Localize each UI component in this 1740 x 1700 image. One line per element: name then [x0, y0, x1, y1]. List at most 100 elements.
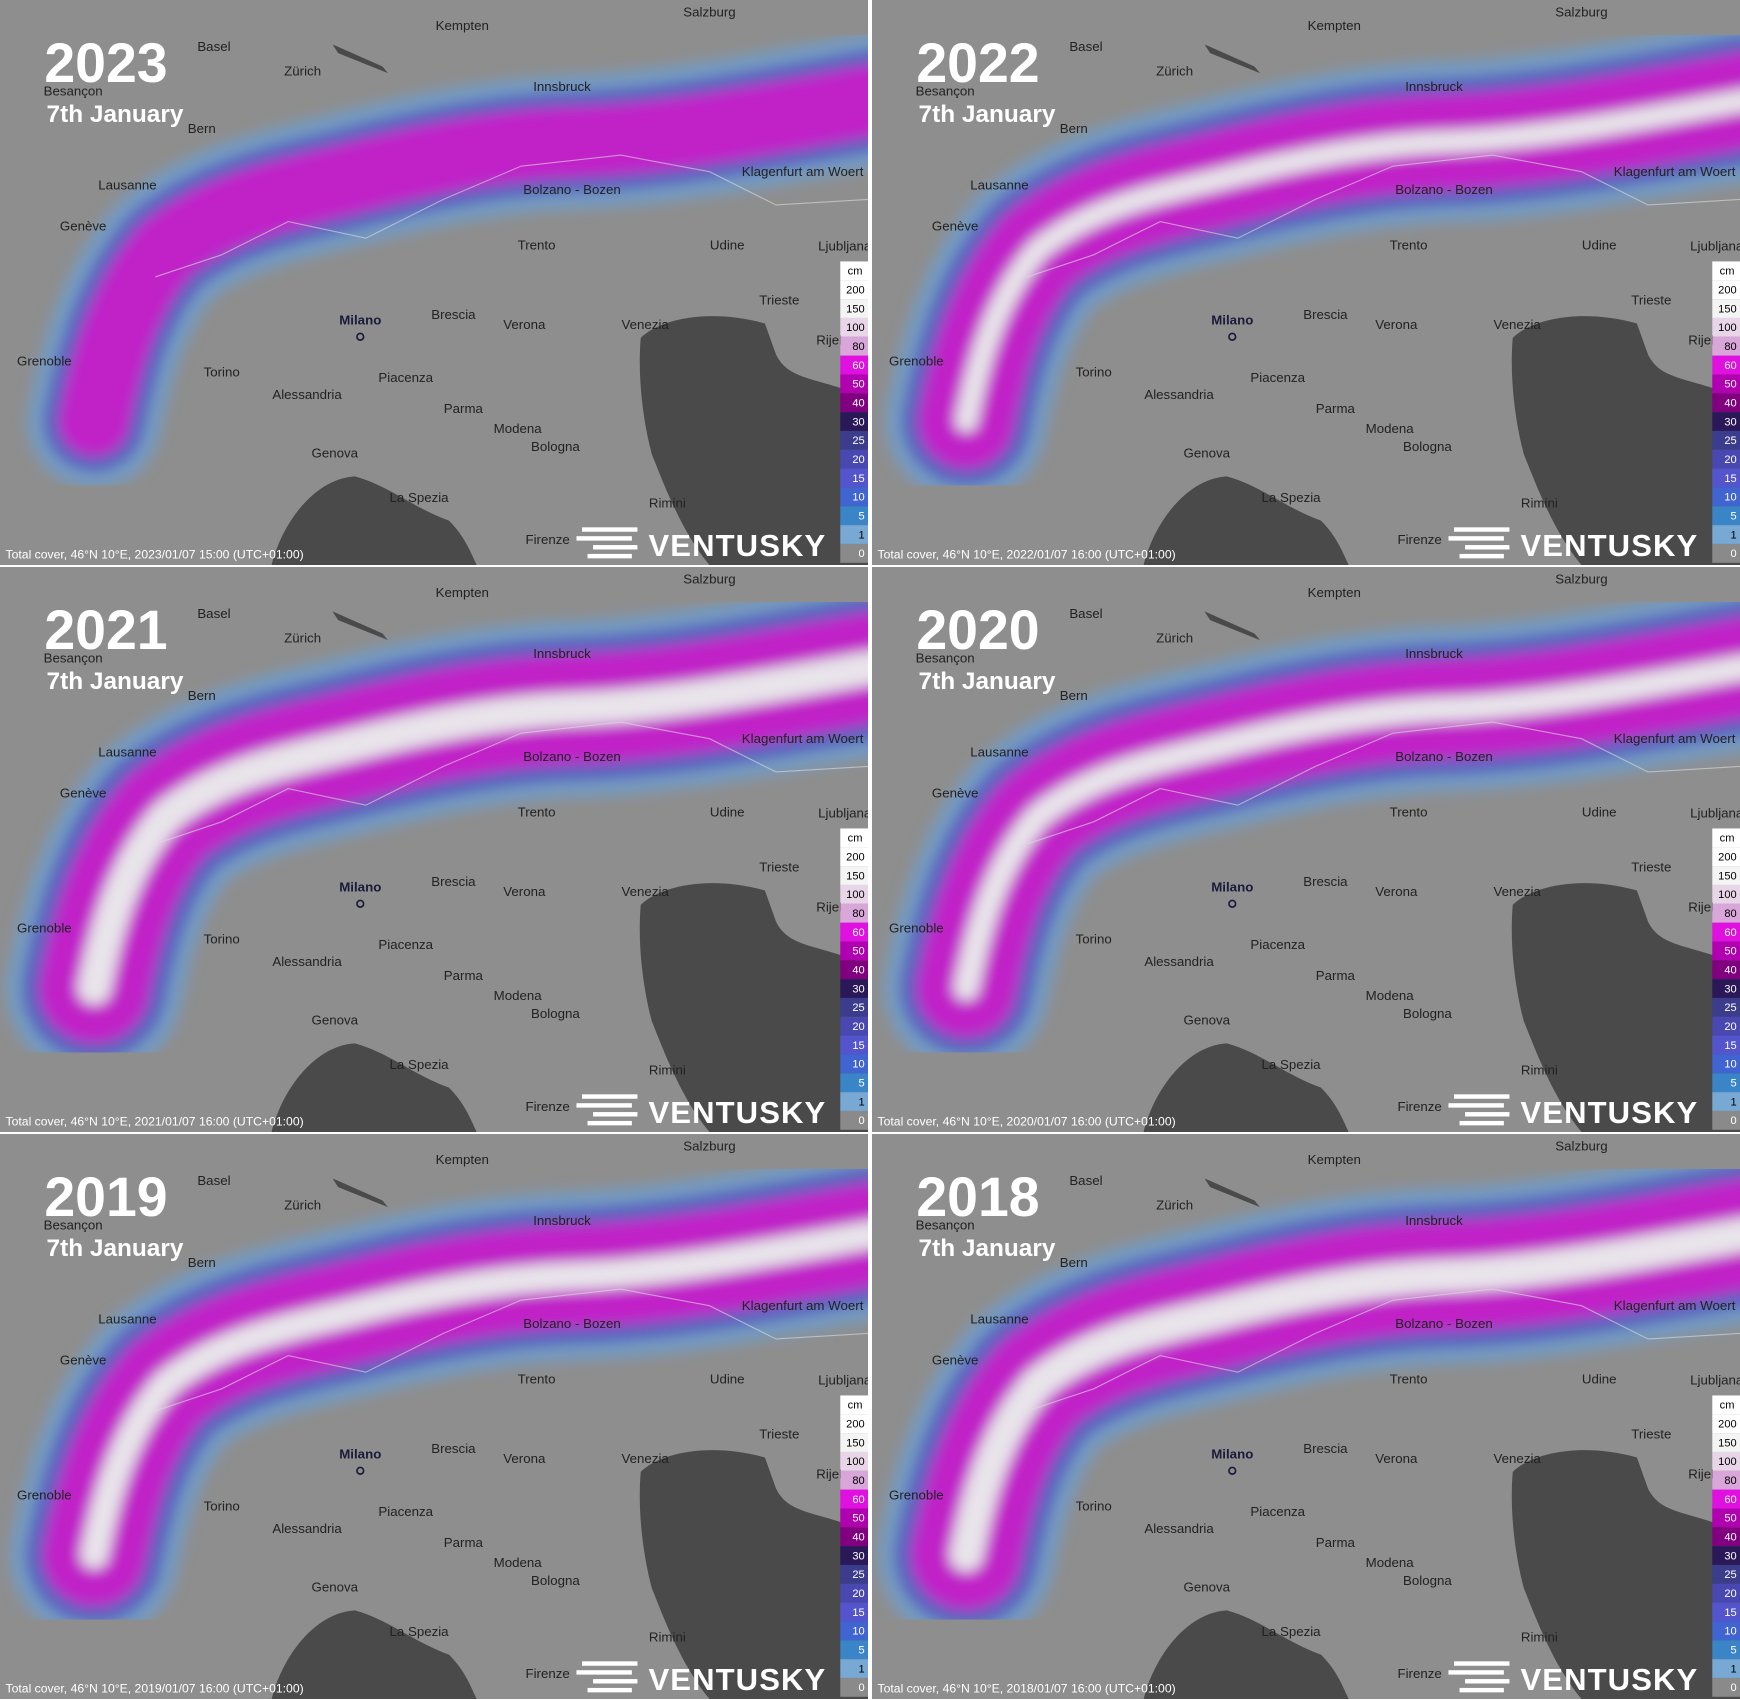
- legend-swatch: [1712, 922, 1740, 942]
- legend-swatch: [840, 317, 868, 337]
- legend-label: 15: [852, 1607, 864, 1619]
- city-label: Rijel: [816, 1467, 842, 1482]
- city-label: Basel: [197, 1173, 230, 1188]
- city-label: Bologna: [531, 1573, 580, 1588]
- legend-swatch: [1712, 1564, 1740, 1584]
- legend-swatch: [1712, 468, 1740, 488]
- ligurian-sea: [271, 1043, 477, 1132]
- city-label: Besançon: [916, 83, 975, 98]
- logo: VENTUSKY: [649, 1095, 827, 1130]
- city-label: Ljubljana: [818, 1372, 868, 1387]
- legend-label: 40: [1724, 1532, 1736, 1544]
- legend-swatch: [840, 997, 868, 1017]
- legend-swatch: [1712, 317, 1740, 337]
- city-label: Brescia: [431, 1441, 476, 1456]
- city-label: Verona: [503, 884, 546, 899]
- city-label: Torino: [204, 1499, 240, 1514]
- year-title: 2018: [916, 1166, 1039, 1228]
- city-label: Bologna: [1403, 1006, 1452, 1021]
- logo-stripe: [576, 1670, 632, 1675]
- city-label: Verona: [503, 1451, 546, 1466]
- logo-stripe: [593, 1679, 638, 1684]
- legend-swatch: [840, 1564, 868, 1584]
- city-label: Modena: [1366, 1555, 1415, 1570]
- city-label: Parma: [1316, 1535, 1356, 1550]
- city-label: Trieste: [759, 860, 799, 875]
- legend-label: 80: [852, 341, 864, 353]
- snow-cover: [877, 1146, 1740, 1644]
- city-label: Verona: [1375, 884, 1418, 899]
- legend-swatch: [1712, 1659, 1740, 1678]
- legend-label: 100: [846, 1456, 864, 1468]
- legend-label: 25: [1724, 435, 1736, 447]
- city-label: Bologna: [531, 1006, 580, 1021]
- logo-icon: [1448, 1661, 1510, 1693]
- lake: [332, 1178, 388, 1208]
- city-label: Zürich: [284, 1197, 321, 1212]
- legend-swatch: [1712, 1602, 1740, 1622]
- logo-stripe: [587, 1120, 632, 1126]
- city-label: Modena: [494, 421, 543, 436]
- legend-label: 50: [1724, 1513, 1736, 1525]
- logo-stripe: [1465, 545, 1510, 550]
- city-label: Kempten: [436, 1152, 489, 1167]
- logo-stripe: [1465, 1112, 1510, 1117]
- city-label: Firenze: [1397, 532, 1441, 547]
- city-label: Besançon: [916, 1217, 975, 1232]
- legend-label: 200: [846, 852, 864, 864]
- legend-label: 50: [852, 379, 864, 391]
- city-label: Venezia: [1494, 1451, 1542, 1466]
- legend-label: 5: [1731, 1645, 1737, 1657]
- legend-label: 5: [859, 511, 865, 523]
- city-label: Grenoble: [17, 354, 72, 369]
- city-label: Innsbruck: [533, 1213, 591, 1228]
- legend-label: 1: [859, 529, 865, 541]
- logo-stripe: [593, 1112, 638, 1117]
- city-label: Piacenza: [1250, 937, 1305, 952]
- legend-label: 40: [1724, 398, 1736, 410]
- city-label: Alessandria: [272, 387, 342, 402]
- city-label: Salzburg: [683, 1139, 735, 1154]
- city-marker: [1228, 332, 1237, 341]
- city-label: La Spezia: [389, 1057, 449, 1072]
- legend-swatch: [1712, 1470, 1740, 1490]
- city-label: Parma: [444, 401, 484, 416]
- legend-swatch: [1712, 393, 1740, 413]
- legend-swatch: [840, 1546, 868, 1565]
- date-subtitle: 7th January: [919, 668, 1056, 695]
- city-label: Ljubljana: [1690, 805, 1740, 820]
- legend-swatch: [840, 1110, 868, 1130]
- legend-unit-box: [840, 828, 868, 848]
- city-label: Bern: [1060, 121, 1088, 136]
- logo-icon: [576, 527, 638, 559]
- border: [1027, 1288, 1740, 1412]
- city-label: Innsbruck: [1405, 79, 1463, 94]
- footer-info: Total cover, 46°N 10°E, 2019/01/07 16:00…: [6, 1681, 304, 1695]
- city-label: Milano: [1211, 880, 1253, 895]
- city-label: Parma: [1316, 401, 1356, 416]
- city-label: Firenze: [1397, 1666, 1441, 1681]
- legend-swatch: [840, 299, 868, 318]
- city-label: Grenoble: [17, 921, 72, 936]
- legend-label: 60: [1724, 360, 1736, 372]
- city-label: Udine: [710, 804, 745, 819]
- legend-label: 15: [1724, 1607, 1736, 1619]
- map-panel: Kempten Salzburg Basel Besançon Zürich Innsbr…: [0, 567, 965, 1132]
- legend-label: 50: [1724, 946, 1736, 958]
- city-label: Brescia: [431, 307, 476, 322]
- legend-swatch: [1712, 487, 1740, 507]
- snow-white: [955, 89, 1740, 433]
- legend-swatch: [840, 393, 868, 413]
- city-label: Venezia: [622, 1451, 670, 1466]
- legend-swatch: [840, 525, 868, 544]
- city-label: Trento: [1390, 804, 1428, 819]
- legend-swatch: [1712, 506, 1740, 526]
- legend-label: 0: [859, 1115, 865, 1127]
- city-label: Salzburg: [1555, 572, 1607, 587]
- city-label: Lausanne: [970, 1311, 1028, 1326]
- city-label: Trento: [518, 237, 556, 252]
- city-label: Trieste: [1631, 860, 1671, 875]
- legend-swatch: [1712, 1489, 1740, 1509]
- legend-swatch: [840, 1621, 868, 1641]
- city-label: Piacenza: [378, 370, 433, 385]
